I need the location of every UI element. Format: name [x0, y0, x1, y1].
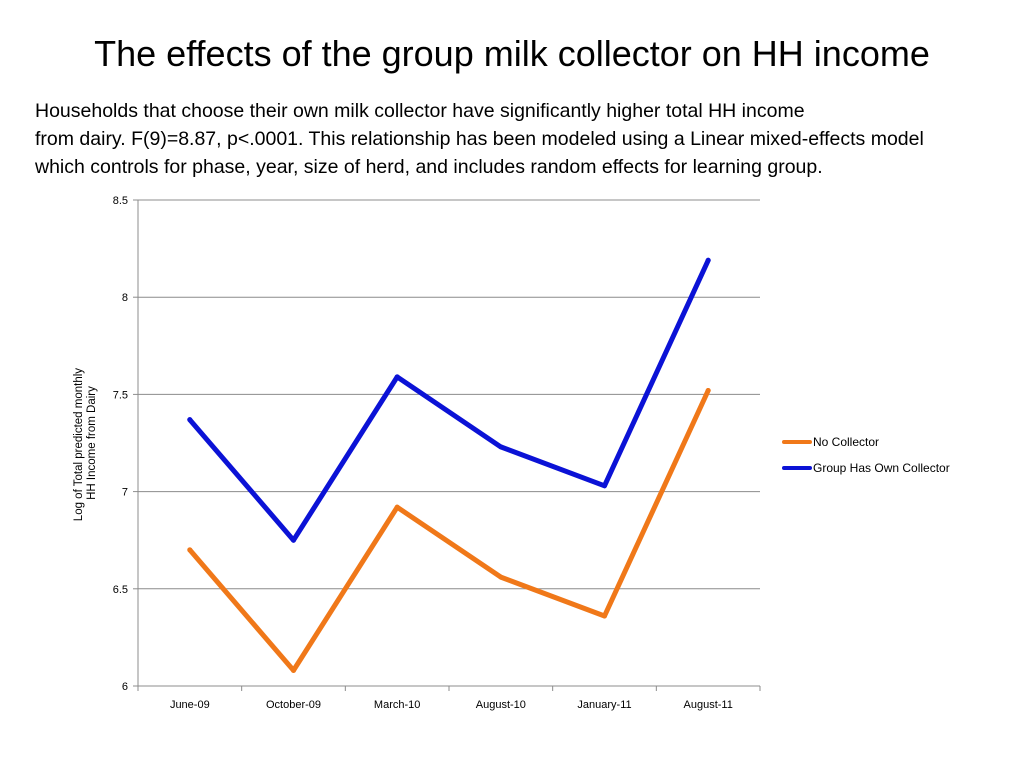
x-tick-label: June-09	[170, 699, 210, 711]
gridlines	[138, 199, 760, 590]
data-point	[498, 444, 504, 450]
legend-item-no-collector: No Collector	[782, 429, 950, 455]
x-tick-label: January-11	[577, 699, 631, 711]
legend-label: No Collector	[813, 435, 880, 449]
data-point	[705, 257, 711, 263]
x-tick-label: October-09	[266, 699, 321, 711]
series-line-no-collector	[187, 388, 711, 673]
x-tick-label: March-10	[374, 699, 420, 711]
series-lines	[187, 257, 711, 673]
description-line: Households that choose their own milk co…	[35, 100, 805, 122]
data-point	[602, 483, 607, 489]
y-axis-label-line: Log of Total predicted monthly	[73, 368, 85, 521]
legend-swatch	[782, 440, 812, 444]
legend-item-own-collector: Group Has Own Collector	[782, 455, 950, 481]
y-tick-label: 6.5	[113, 584, 128, 596]
x-tick-label: August-10	[476, 699, 526, 711]
slide-title: The effects of the group milk collector …	[94, 33, 930, 74]
y-axis-label: Log of Total predicted monthly HH Income…	[73, 365, 98, 521]
y-tick-label: 8	[122, 292, 128, 304]
y-tick-labels: 6 6.5 7 7.5 8 8.5	[113, 195, 128, 693]
data-point	[187, 547, 193, 553]
y-axis-label-line: HH Income from Dairy	[86, 386, 98, 500]
data-point	[291, 667, 296, 673]
data-point	[394, 374, 400, 380]
x-tick-label: August-11	[684, 699, 733, 711]
y-tick-label: 8.5	[113, 195, 128, 207]
description-line: from dairy. F(9)=8.87, p<.0001. This rel…	[35, 128, 924, 150]
y-tick-label: 7.5	[113, 389, 128, 401]
legend-swatch	[782, 466, 812, 470]
data-point	[705, 388, 711, 394]
data-point	[394, 504, 400, 510]
y-tick-label: 7	[122, 487, 128, 499]
data-point	[498, 574, 504, 580]
legend-label: Group Has Own Collector	[813, 461, 950, 475]
description: Households that choose their own milk co…	[35, 97, 1015, 181]
data-point	[602, 613, 607, 619]
data-point	[291, 537, 296, 543]
y-tick-label: 6	[122, 681, 128, 693]
data-point	[187, 417, 193, 423]
axes	[133, 199, 761, 691]
description-line: which controls for phase, year, size of …	[35, 156, 823, 178]
x-tick-labels: June-09 October-09 March-10 August-10 Januar…	[170, 699, 733, 711]
series-line-own-collector	[187, 257, 711, 543]
legend: No Collector Group Has Own Collector	[782, 429, 950, 481]
